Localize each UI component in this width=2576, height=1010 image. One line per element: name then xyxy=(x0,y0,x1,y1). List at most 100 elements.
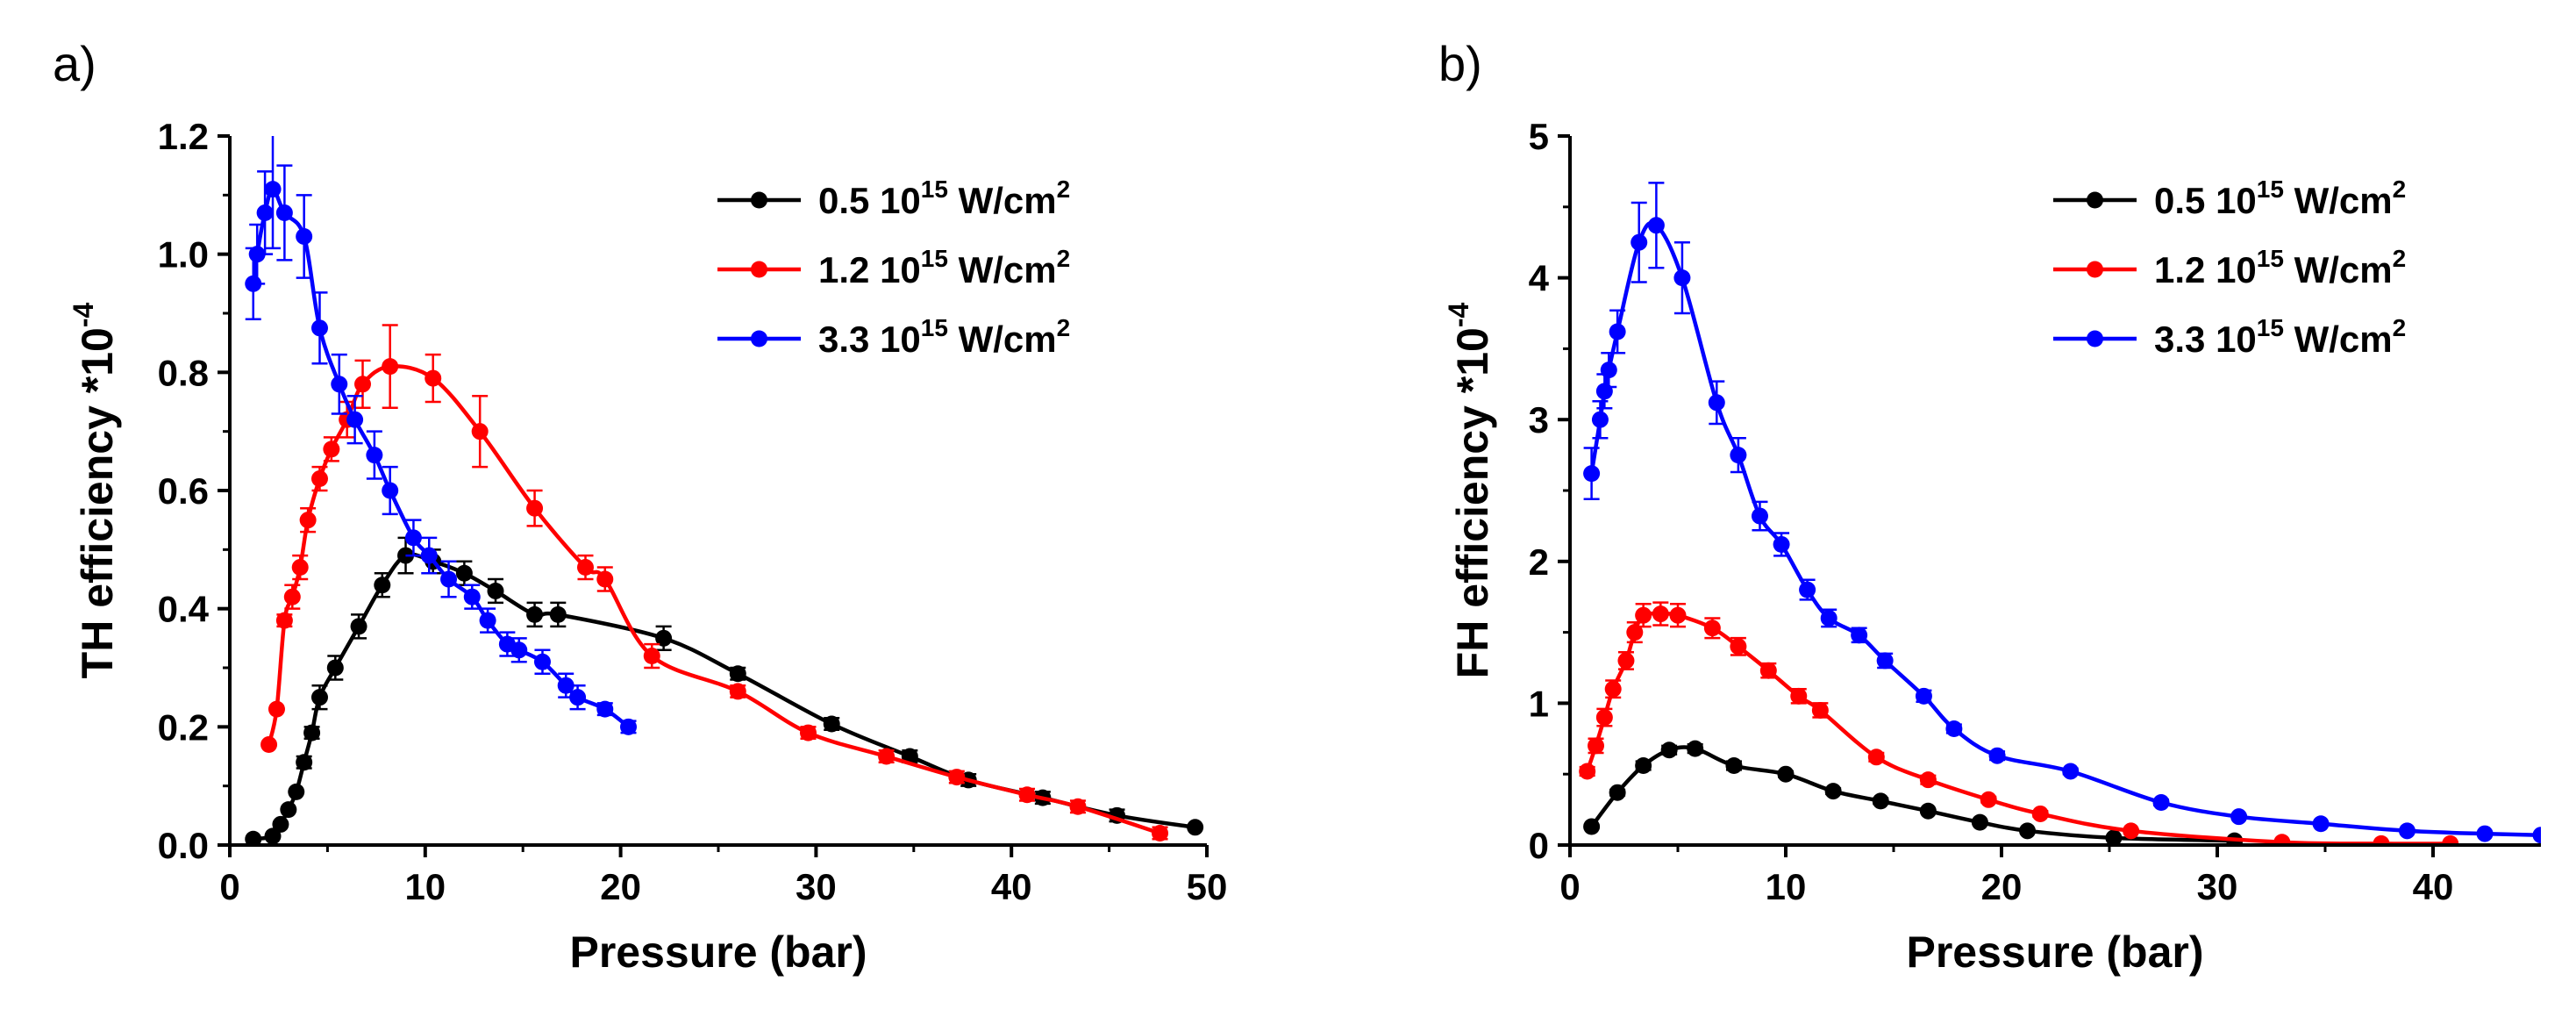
data-point xyxy=(2123,822,2140,840)
data-point xyxy=(1600,362,1617,379)
data-point xyxy=(382,358,399,376)
y-axis-label: FH efficiency *10-4 xyxy=(1443,302,1497,678)
y-tick-label: 3 xyxy=(1529,399,1549,441)
data-point xyxy=(1579,763,1596,780)
x-tick-label: 20 xyxy=(1981,866,2023,907)
data-point xyxy=(1609,784,1626,801)
data-point xyxy=(1915,687,1932,705)
legend-label: 1.2 1015 W/cm2 xyxy=(2154,245,2406,290)
legend-unit-sup: 2 xyxy=(2393,175,2407,203)
legend-unit-exp: 15 xyxy=(2257,175,2284,203)
legend-item: 1.2 1015 W/cm2 xyxy=(2053,245,2406,290)
data-point xyxy=(878,748,896,765)
x-tick-label: 40 xyxy=(2413,866,2454,907)
data-point xyxy=(1971,813,1988,831)
data-point xyxy=(366,447,383,464)
data-point xyxy=(2373,835,2390,845)
data-point xyxy=(1730,447,1747,464)
series-0.5 xyxy=(1583,740,2244,845)
data-point xyxy=(557,677,574,694)
legend-unit-base: 10 xyxy=(2216,180,2257,221)
legend-unit-base: 10 xyxy=(2216,319,2257,360)
legend-unit-base: 10 xyxy=(880,319,921,360)
data-point xyxy=(326,659,344,677)
y-tick-label: 4 xyxy=(1529,258,1550,299)
series-3.3 xyxy=(1583,182,2541,844)
data-point xyxy=(1820,609,1837,627)
data-point xyxy=(655,629,673,647)
legend-item: 1.2 1015 W/cm2 xyxy=(717,245,1070,290)
data-point xyxy=(569,689,587,706)
legend-marker xyxy=(2087,330,2103,347)
legend-unit-base: 10 xyxy=(880,249,921,290)
legend-unit-text: W/cm xyxy=(2284,249,2393,290)
y-tick-label: 1.0 xyxy=(158,234,209,276)
legend-marker xyxy=(751,330,767,347)
data-point xyxy=(1824,783,1842,800)
legend-unit-text: W/cm xyxy=(2284,180,2393,221)
panel-label: a) xyxy=(53,36,96,91)
legend-unit-sup: 2 xyxy=(2393,245,2407,272)
data-point xyxy=(280,801,297,819)
data-point xyxy=(1647,217,1665,234)
data-point xyxy=(1595,709,1613,727)
data-point xyxy=(471,423,489,441)
legend-label: 0.5 1015 W/cm2 xyxy=(818,175,1070,221)
legend-unit-text: W/cm xyxy=(948,249,1057,290)
plot-area xyxy=(1579,182,2541,845)
data-point xyxy=(1069,798,1087,815)
plot-area xyxy=(245,136,1204,845)
x-tick-label: 30 xyxy=(796,866,837,907)
data-point xyxy=(510,641,528,659)
legend-intensity: 0.5 xyxy=(818,180,880,221)
panel-label: b) xyxy=(1438,36,1482,91)
x-tick-label: 0 xyxy=(1559,866,1580,907)
data-point xyxy=(264,181,282,198)
data-point xyxy=(346,411,364,428)
y-tick-label: 5 xyxy=(1529,116,1549,157)
y-tick-label: 0.6 xyxy=(158,470,209,512)
x-tick-label: 10 xyxy=(1766,866,1807,907)
data-point xyxy=(374,577,391,594)
data-point xyxy=(1811,701,1829,719)
data-point xyxy=(440,570,458,588)
data-point xyxy=(1980,791,1997,808)
data-point xyxy=(404,529,422,547)
data-point xyxy=(799,724,817,741)
data-point xyxy=(1588,737,1605,755)
y-tick-label: 0.4 xyxy=(158,589,210,630)
data-point xyxy=(1876,652,1894,670)
data-point xyxy=(1617,652,1635,670)
legend-marker xyxy=(2087,191,2103,209)
data-point xyxy=(1631,233,1648,251)
data-point xyxy=(1725,757,1743,775)
data-point xyxy=(596,570,614,588)
data-point xyxy=(1919,771,1937,789)
y-axis-label-exponent: -4 xyxy=(68,302,99,327)
data-point xyxy=(1152,825,1169,842)
x-tick-label: 10 xyxy=(404,866,446,907)
x-tick-label: 30 xyxy=(2197,866,2238,907)
data-point xyxy=(1669,606,1687,624)
legend-label: 3.3 1015 W/cm2 xyxy=(2154,314,2406,360)
legend-item: 3.3 1015 W/cm2 xyxy=(717,314,1070,360)
x-tick-label: 50 xyxy=(1187,866,1228,907)
data-point xyxy=(479,612,496,629)
data-point xyxy=(1919,802,1937,820)
y-tick-label: 0 xyxy=(1529,825,1549,866)
data-point xyxy=(291,559,309,577)
data-point xyxy=(1872,792,1889,810)
legend-unit-sup: 2 xyxy=(2393,314,2407,341)
data-point xyxy=(1187,819,1204,836)
data-point xyxy=(455,564,473,582)
data-point xyxy=(729,683,746,700)
y-tick-label: 0.8 xyxy=(158,352,209,393)
legend-item: 0.5 1015 W/cm2 xyxy=(717,175,1070,221)
legend-intensity: 1.2 xyxy=(2154,249,2216,290)
data-point xyxy=(1851,627,1868,644)
data-point xyxy=(2273,834,2291,845)
legend-unit-base: 10 xyxy=(2216,249,2257,290)
series-1.2 xyxy=(260,324,1169,842)
